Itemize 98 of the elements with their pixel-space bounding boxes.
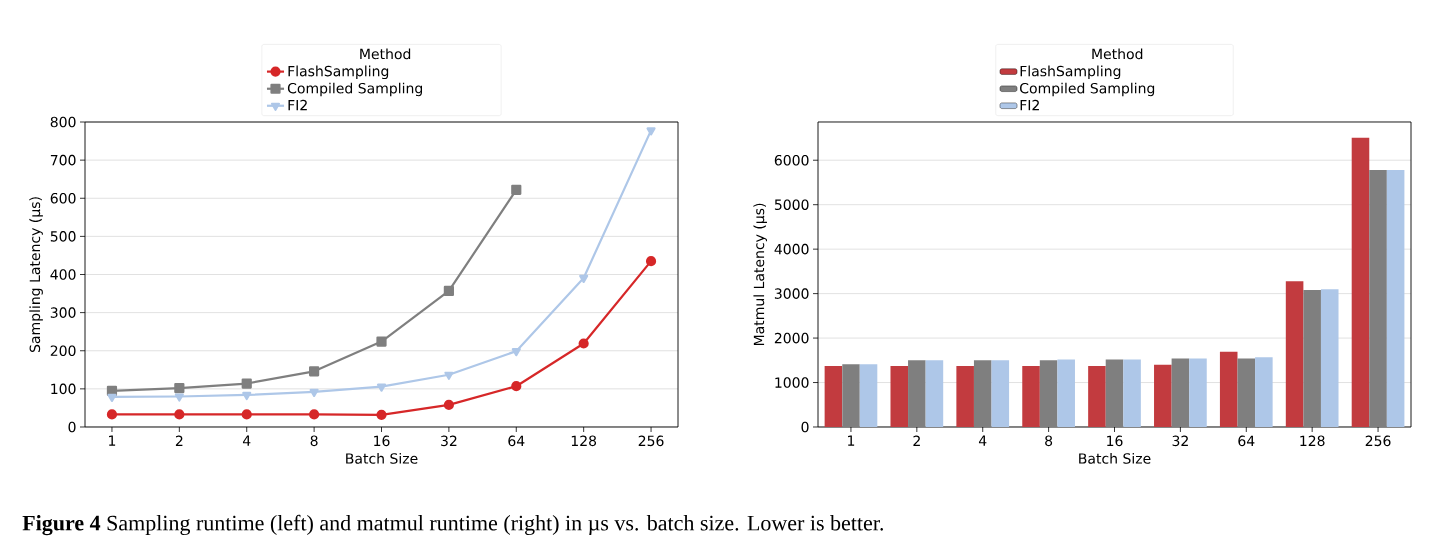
point <box>309 388 319 398</box>
point <box>578 338 589 349</box>
bar <box>842 364 860 427</box>
bar <box>1057 359 1075 427</box>
point <box>174 393 184 402</box>
y-tick-label: 1000 <box>775 377 809 388</box>
y-tick-label: 4000 <box>774 243 809 255</box>
bar <box>1237 358 1256 427</box>
bar <box>859 364 878 427</box>
point <box>511 348 521 357</box>
point <box>241 409 252 420</box>
point <box>646 127 656 136</box>
y-tick-label: 6000 <box>774 154 809 166</box>
bar <box>991 360 1010 427</box>
bar <box>1303 290 1321 427</box>
legend-title: Method <box>360 48 411 60</box>
x-tick-label: 64 <box>508 435 525 447</box>
x-tick-label: 16 <box>374 435 390 447</box>
bar <box>1369 170 1387 427</box>
bar <box>925 360 944 427</box>
y-tick-label: 300 <box>50 307 76 318</box>
bar <box>1123 359 1141 427</box>
legend-label: FI2 <box>288 99 307 111</box>
point <box>443 399 454 410</box>
x-tick-label: 128 <box>571 435 597 447</box>
point <box>444 371 454 380</box>
point <box>309 366 320 377</box>
x-tick-label: 4 <box>242 435 251 446</box>
x-axis-title: Batch Size <box>1079 452 1151 464</box>
x-tick-label: 2 <box>175 435 183 446</box>
bar <box>824 366 843 427</box>
legend-title: Method <box>1092 48 1143 60</box>
x-tick-label: 8 <box>310 435 318 447</box>
point <box>241 378 252 389</box>
bar <box>1171 358 1190 427</box>
x-tick-label: 1 <box>848 435 855 446</box>
x-tick-label: 128 <box>1300 435 1325 447</box>
bar <box>1386 170 1405 427</box>
y-tick-label: 600 <box>50 192 76 204</box>
y-tick-label: 100 <box>51 383 76 395</box>
x-tick-label: 2 <box>913 435 920 446</box>
bar <box>973 360 992 427</box>
point <box>376 383 387 392</box>
y-tick-label: 400 <box>50 269 76 280</box>
y-tick-label: 0 <box>68 421 76 433</box>
legend-label: FlashSampling <box>1020 65 1121 80</box>
legend-label: Compiled Sampling <box>287 82 422 97</box>
bar <box>890 366 909 427</box>
bar <box>1219 351 1238 427</box>
legend-label: FlashSampling <box>288 65 389 80</box>
x-tick-label: 64 <box>1238 435 1255 447</box>
bar <box>1320 289 1339 427</box>
point <box>107 393 117 402</box>
point <box>174 409 185 420</box>
bar <box>1022 366 1040 427</box>
bar <box>1189 358 1207 427</box>
y-tick-label: 700 <box>50 154 76 166</box>
x-tick-label: 256 <box>638 435 664 447</box>
y-axis-title: Sampling Latency (µs) <box>29 197 43 353</box>
x-tick-label: 16 <box>1107 435 1123 447</box>
bar <box>1088 366 1106 427</box>
legend-label: FI2 <box>1020 99 1039 111</box>
legend-label: Compiled Sampling <box>1020 82 1155 97</box>
text: Figure 4 Sampling runtime (left) and matmul runtime (right) in µs vs. batch size. Lower is better. <box>22 514 883 536</box>
y-tick-label: 500 <box>50 231 76 242</box>
point <box>511 184 522 195</box>
bar <box>1154 364 1172 427</box>
point <box>511 381 522 392</box>
x-axis-title: Batch Size <box>346 452 418 464</box>
point <box>376 336 387 347</box>
point <box>376 409 387 420</box>
y-tick-label: 5000 <box>774 199 809 210</box>
point <box>579 274 589 284</box>
x-tick-label: 256 <box>1365 435 1391 447</box>
bar <box>1039 360 1058 427</box>
bar <box>1105 359 1124 427</box>
point <box>645 256 657 267</box>
point <box>106 409 118 420</box>
x-tick-label: 1 <box>109 435 116 446</box>
y-tick-label: 2000 <box>774 332 809 344</box>
y-tick-label: 3000 <box>774 288 809 299</box>
x-tick-label: 32 <box>441 435 457 447</box>
y-tick-label: 800 <box>50 116 76 128</box>
bar <box>908 360 926 427</box>
bar <box>956 366 974 427</box>
point <box>309 409 320 420</box>
point <box>174 383 185 394</box>
bar <box>1351 137 1370 427</box>
bar <box>1285 281 1304 427</box>
x-tick-label: 8 <box>1045 435 1053 447</box>
bar <box>1255 357 1273 427</box>
point <box>242 391 252 401</box>
point <box>443 285 454 296</box>
x-tick-label: 4 <box>978 435 987 446</box>
y-tick-label: 200 <box>50 345 76 357</box>
x-tick-label: 32 <box>1172 435 1188 447</box>
y-axis-title: Matmul Latency (µs) <box>753 203 767 346</box>
y-tick-label: 0 <box>801 421 809 433</box>
